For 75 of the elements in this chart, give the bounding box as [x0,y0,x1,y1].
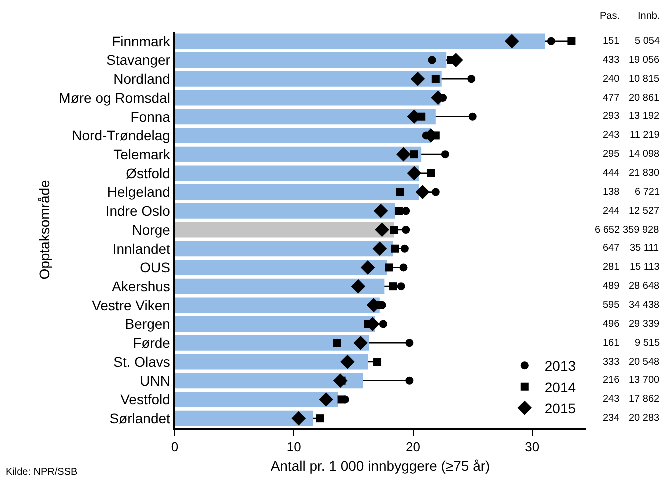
y-tick-label: Vestre Viken [92,297,170,314]
text: 35 111 [630,243,660,254]
text: 20 548 [629,357,660,368]
text: 19 056 [629,55,660,66]
y-tick-label: Nordland [114,71,170,88]
y-tick-label: Helgeland [107,184,170,200]
text: 11 219 [630,130,660,141]
legend-label: 2013 [544,358,576,374]
text: 9 515 [635,338,660,349]
legend-label: 2014 [544,379,576,396]
y-tick-label: Østfold [126,165,170,182]
text: 489 [603,281,620,292]
y-tick-label: OUS [140,260,170,276]
text: Innb. [638,11,660,22]
x-tick-label: 30 [525,439,540,454]
text: 444 [603,168,620,179]
legend-label: 2015 [544,400,576,416]
y-tick-label: Stavanger [106,52,171,68]
y-tick-label: Vestfold [120,392,170,408]
y-tick-label: St. Olavs [114,354,170,370]
y-tick-label: UNN [140,372,170,389]
text: 6 652 [595,225,620,236]
text: 281 [603,262,620,273]
text: 28 648 [629,281,660,292]
text: 243 [603,130,620,141]
text: 10 815 [629,74,660,85]
text: 234 [603,413,620,424]
text: 12 527 [629,206,660,217]
text: 333 [603,357,620,368]
y-axis-title: Opptaksområde [36,180,52,280]
x-tick-label: 0 [171,439,179,454]
y-tick-label: Møre og Romsdal [59,90,170,106]
text: 13 192 [629,111,660,122]
text: 34 438 [629,300,660,311]
text: 138 [603,187,620,198]
y-tick-label: Fonna [130,108,171,125]
text: 359 928 [623,225,660,236]
text: 17 862 [629,394,660,405]
text: 244 [603,206,620,217]
text: 29 339 [629,319,660,330]
text: Kilde: NPR/SSB [6,467,78,478]
x-axis-title: Antall pr. 1 000 innbyggere (≥75 år) [270,458,490,474]
text: 151 [603,36,620,47]
text: 161 [603,338,620,349]
y-tick-label: Indre Oslo [106,203,171,220]
text: 293 [603,111,620,122]
text: 13 700 [629,375,660,386]
text: 216 [603,375,620,386]
y-tick-label: Førde [133,335,171,352]
text: 20 283 [629,413,660,424]
text: 15 113 [630,262,660,273]
y-tick-label: Nord-Trøndelag [72,128,170,144]
y-tick-label: Innlandet [112,240,171,257]
y-tick-label: Sørlandet [110,410,171,426]
text: Pas. [600,11,620,22]
text: 647 [603,243,620,254]
y-tick-label: Akershus [112,278,170,294]
y-tick-label: Telemark [114,146,172,162]
text: 595 [603,300,620,311]
y-tick-label: Bergen [125,316,170,332]
x-tick-label: 20 [406,439,420,454]
text: 243 [603,394,620,405]
text: 20 861 [629,93,660,104]
text: 433 [603,55,620,66]
text: 240 [603,74,620,85]
y-tick-label: Finnmark [112,33,172,50]
text: 14 098 [629,149,660,160]
text: 477 [603,93,620,104]
text: 21 830 [629,168,660,179]
text: 295 [603,149,620,160]
y-tick-label: Norge [132,222,171,238]
x-tick-label: 10 [286,439,302,454]
text: 5 054 [635,36,660,47]
text: 496 [603,319,620,330]
text: 6 721 [635,187,660,198]
